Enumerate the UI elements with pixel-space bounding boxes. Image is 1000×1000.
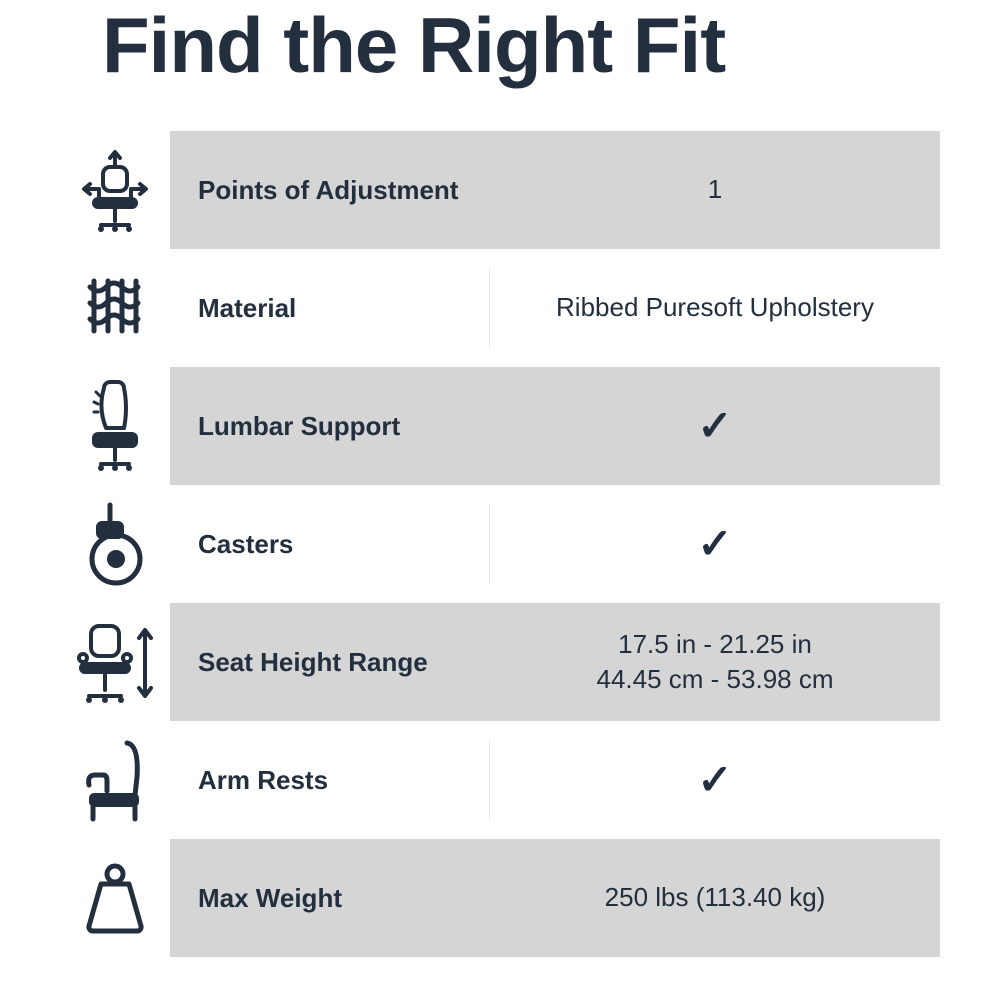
spec-value: ✓ <box>490 367 940 485</box>
check-icon: ✓ <box>697 398 732 455</box>
table-row: Arm Rests ✓ <box>60 721 940 839</box>
spec-label: Casters <box>170 485 490 603</box>
table-row: Casters ✓ <box>60 485 940 603</box>
page-title: Find the Right Fit <box>60 0 940 91</box>
adjustment-icon <box>60 131 170 249</box>
spec-value: 1 <box>490 131 940 249</box>
arm-rests-icon <box>60 721 170 839</box>
casters-icon <box>60 485 170 603</box>
spec-value: ✓ <box>490 485 940 603</box>
spec-table: Points of Adjustment 1 Material Ribbed P… <box>60 131 940 957</box>
check-icon: ✓ <box>697 516 732 573</box>
max-weight-icon <box>60 839 170 957</box>
spec-value: 250 lbs (113.40 kg) <box>490 839 940 957</box>
spec-value: Ribbed Puresoft Upholstery <box>490 249 940 367</box>
material-icon <box>60 249 170 367</box>
spec-label: Arm Rests <box>170 721 490 839</box>
spec-value: 17.5 in - 21.25 in 44.45 cm - 53.98 cm <box>490 603 940 721</box>
table-row: Max Weight 250 lbs (113.40 kg) <box>60 839 940 957</box>
table-row: Lumbar Support ✓ <box>60 367 940 485</box>
table-row: Points of Adjustment 1 <box>60 131 940 249</box>
spec-label: Seat Height Range <box>170 603 490 721</box>
check-icon: ✓ <box>697 752 732 809</box>
seat-height-icon <box>60 603 170 721</box>
table-row: Material Ribbed Puresoft Upholstery <box>60 249 940 367</box>
spec-label: Material <box>170 249 490 367</box>
spec-label: Points of Adjustment <box>170 131 490 249</box>
spec-value: ✓ <box>490 721 940 839</box>
spec-label: Max Weight <box>170 839 490 957</box>
table-row: Seat Height Range 17.5 in - 21.25 in 44.… <box>60 603 940 721</box>
lumbar-icon <box>60 367 170 485</box>
spec-label: Lumbar Support <box>170 367 490 485</box>
